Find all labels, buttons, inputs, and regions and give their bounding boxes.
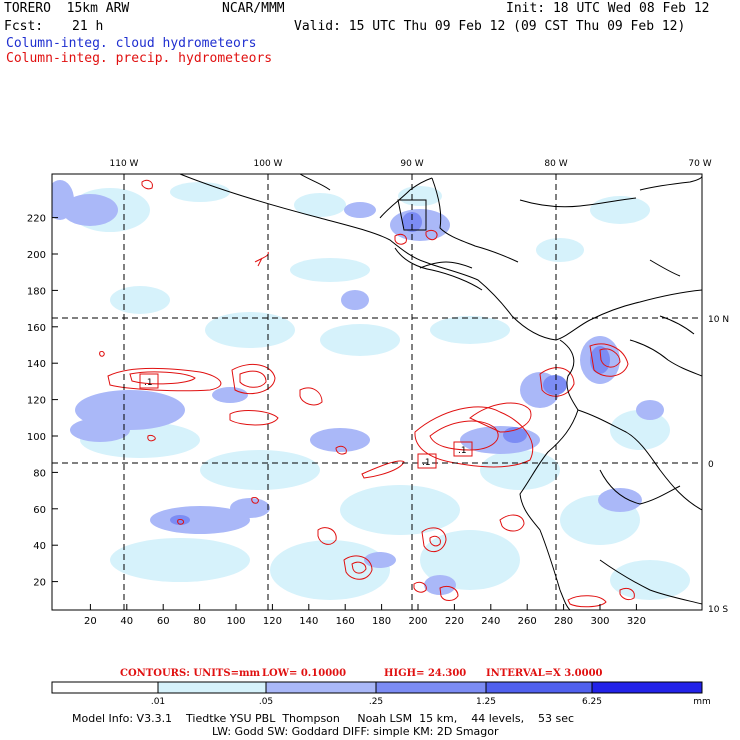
y-tick-label: 60 — [33, 505, 46, 516]
y-tick-label: 20 — [33, 578, 46, 589]
box-label-3: .1 — [458, 446, 467, 456]
colorbar-label-005: .05 — [259, 697, 273, 707]
contour-interval: INTERVAL=X 3.0000 — [486, 668, 603, 679]
colorbar-label-125: 1.25 — [476, 697, 496, 707]
lon-label-110w: 110 W — [110, 159, 139, 169]
lon-label-80w: 80 W — [544, 159, 567, 169]
contour-high: HIGH= 24.300 — [384, 668, 466, 679]
lon-label-70w: 70 W — [688, 159, 711, 169]
map-frame — [51, 173, 703, 611]
x-tick-label: 40 — [120, 616, 133, 627]
colorbar-label-625: 6.25 — [582, 697, 602, 707]
box-label-1: .1 — [144, 378, 153, 388]
x-tick-label: 200 — [408, 616, 427, 627]
lon-label-90w: 90 W — [400, 159, 423, 169]
model-title: TORERO 15km ARW — [4, 1, 130, 16]
lat-label-0: 0 — [708, 460, 714, 470]
marker-boxes — [139, 373, 473, 469]
y-tick-label: 80 — [33, 468, 46, 479]
precip-contours — [99, 179, 635, 608]
forecast-label: Fcst: — [4, 19, 44, 34]
colorbar — [51, 681, 703, 694]
x-tick-label: 60 — [157, 616, 170, 627]
y-tick-label: 120 — [27, 396, 46, 407]
x-tick-label: 120 — [263, 616, 282, 627]
valid-time: Valid: 15 UTC Thu 09 Feb 12 (09 CST Thu … — [294, 19, 686, 34]
lat-label-10n: 10 N — [708, 315, 729, 325]
x-tick-label: 320 — [627, 616, 646, 627]
x-tick-label: 160 — [336, 616, 355, 627]
x-tick-label: 180 — [372, 616, 391, 627]
y-tick-label: 100 — [27, 432, 46, 443]
organization: NCAR/MMM — [222, 1, 285, 16]
y-tick-label: 140 — [27, 359, 46, 370]
box-label-2: .1 — [422, 458, 431, 468]
x-tick-label: 260 — [518, 616, 537, 627]
field-precip-label: Column-integ. precip. hydrometeors — [6, 51, 273, 66]
colorbar-unit: mm — [693, 697, 711, 707]
cloud-hydrometeor-shading — [52, 180, 690, 600]
colorbar-label-001: .01 — [151, 697, 165, 707]
colorbar-label-025: .25 — [369, 697, 383, 707]
forecast-hours: 21 h — [72, 19, 104, 34]
y-tick-label: 200 — [27, 250, 46, 261]
x-tick-label: 100 — [226, 616, 245, 627]
x-tick-label: 220 — [445, 616, 464, 627]
x-tick-label: 20 — [84, 616, 97, 627]
lon-label-100w: 100 W — [254, 159, 283, 169]
y-tick-label: 40 — [33, 541, 46, 552]
x-tick-label: 300 — [590, 616, 609, 627]
x-tick-label: 240 — [481, 616, 500, 627]
x-tick-label: 280 — [554, 616, 573, 627]
y-tick-label: 160 — [27, 323, 46, 334]
contour-low: LOW= 0.10000 — [262, 668, 346, 679]
x-tick-label: 140 — [299, 616, 318, 627]
coastlines — [179, 174, 702, 610]
model-info-line1: Model Info: V3.3.1 Tiedtke YSU PBL Thomp… — [72, 712, 575, 725]
field-cloud-label: Column-integ. cloud hydrometeors — [6, 36, 257, 51]
lat-label-10s: 10 S — [708, 605, 728, 615]
contour-units: CONTOURS: UNITS=mm — [120, 668, 261, 679]
y-tick-label: 220 — [27, 214, 46, 225]
graticule — [52, 174, 702, 610]
model-info-line2: LW: Godd SW: Goddard DIFF: simple KM: 2D… — [212, 725, 499, 738]
init-time: Init: 18 UTC Wed 08 Feb 12 — [506, 1, 710, 16]
x-tick-label: 80 — [193, 616, 206, 627]
axis-ticks — [52, 217, 637, 610]
y-tick-label: 180 — [27, 286, 46, 297]
